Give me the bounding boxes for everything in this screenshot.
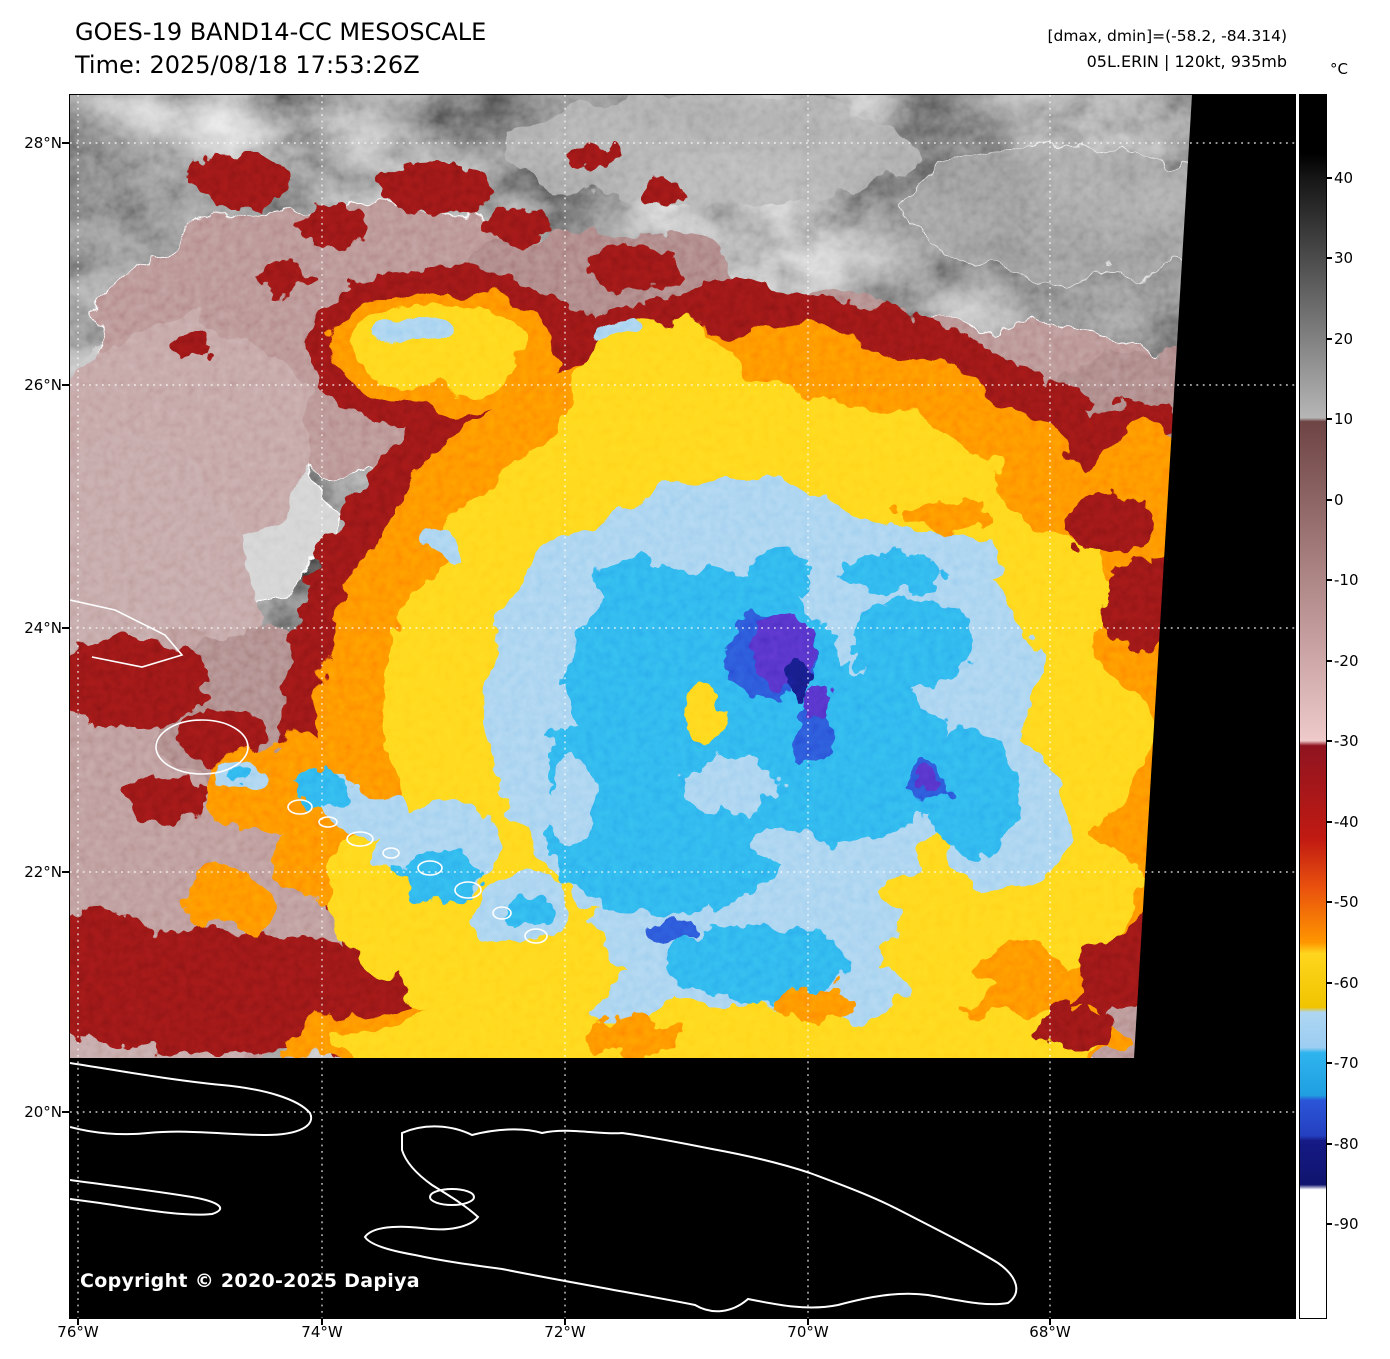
colorbar-tick: 20: [1326, 330, 1382, 348]
satellite-map: [70, 95, 1295, 1318]
lat-tick-label: 24°N: [24, 619, 62, 637]
colorbar-tick: -40: [1326, 813, 1382, 831]
colorbar-unit: °C: [1330, 60, 1348, 78]
lat-tick-mark: [62, 871, 69, 873]
pixel-grain-overlay: [70, 95, 1192, 1058]
colorbar-tick: -10: [1326, 571, 1382, 589]
timestamp: Time: 2025/08/18 17:53:26Z: [75, 51, 420, 79]
colorbar-tick: -20: [1326, 652, 1382, 670]
map-plot-area: [69, 94, 1296, 1319]
colorbar-tick: 30: [1326, 249, 1382, 267]
colorbar-tick: -80: [1326, 1135, 1382, 1153]
lat-tick-label: 28°N: [24, 134, 62, 152]
gonave-island: [429, 1188, 475, 1206]
colorbar-tick: 40: [1326, 169, 1382, 187]
lon-tick-mark: [77, 1318, 79, 1325]
colorbar-tick: -70: [1326, 1054, 1382, 1072]
colorbar-gradient: [1299, 94, 1327, 1319]
lat-tick-label: 20°N: [24, 1103, 62, 1121]
lon-tick-label: 68°W: [1029, 1323, 1071, 1341]
colorbar-tick: -50: [1326, 893, 1382, 911]
scan-sector: [70, 95, 1192, 1058]
lat-tick-mark: [62, 1111, 69, 1113]
lon-tick-label: 70°W: [787, 1323, 829, 1341]
colorbar-tick: -30: [1326, 732, 1382, 750]
lat-tick-mark: [62, 384, 69, 386]
dmax-dmin-readout: [dmax, dmin]=(-58.2, -84.314): [1047, 27, 1288, 45]
gridlines: [70, 95, 1295, 1318]
copyright: Copyright © 2020-2025 Dapiya: [80, 1270, 420, 1292]
hispaniola-coast: [363, 1125, 1018, 1313]
lon-tick-label: 76°W: [57, 1323, 99, 1341]
lon-tick-label: 72°W: [544, 1323, 586, 1341]
page-title: GOES-19 BAND14-CC MESOSCALE: [75, 18, 487, 46]
colorbar-tick: 10: [1326, 410, 1382, 428]
lon-tick-mark: [1049, 1318, 1051, 1325]
colorbar-tick: -60: [1326, 974, 1382, 992]
lat-tick-label: 26°N: [24, 376, 62, 394]
colorbar-tick: -90: [1326, 1215, 1382, 1233]
lon-tick-mark: [807, 1318, 809, 1325]
lat-tick-label: 22°N: [24, 863, 62, 881]
cuba-south-coast: [70, 1179, 222, 1216]
storm-status: 05L.ERIN | 120kt, 935mb: [1086, 52, 1287, 71]
lon-tick-mark: [564, 1318, 566, 1325]
colorbar-tick: 0: [1326, 491, 1382, 509]
lon-tick-mark: [321, 1318, 323, 1325]
lon-tick-label: 74°W: [301, 1323, 343, 1341]
lat-tick-mark: [62, 142, 69, 144]
mainland-coastlines: [70, 1062, 1018, 1313]
cuba-north-coast: [70, 1062, 313, 1137]
lat-tick-mark: [62, 627, 69, 629]
